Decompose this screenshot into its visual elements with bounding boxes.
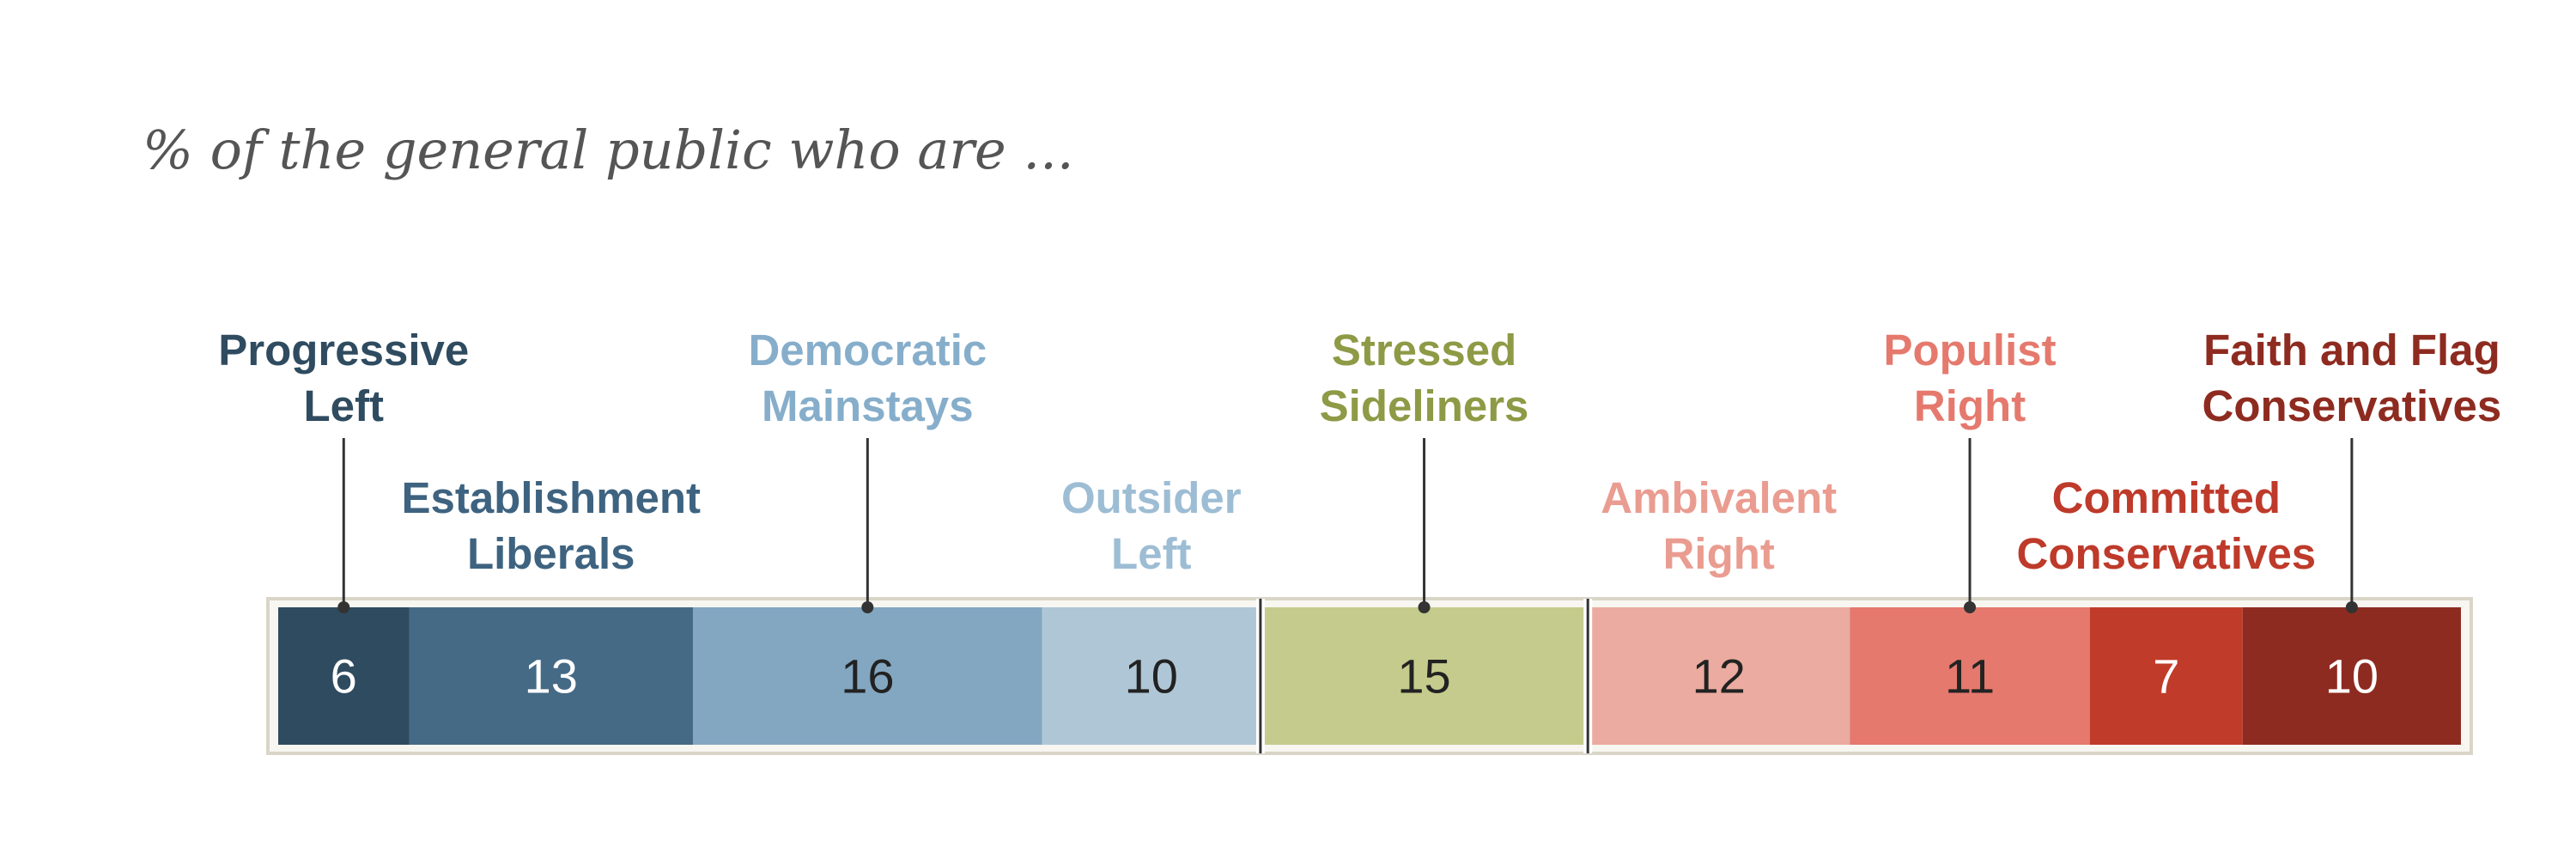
segment-value-outsider-left: 10: [1125, 649, 1178, 704]
segment-ambivalent-right: [1588, 607, 1850, 745]
label-progressive-left-line2: Left: [304, 381, 385, 430]
segment-value-ambivalent-right: 12: [1692, 649, 1746, 704]
label-ambivalent-right-line1: Ambivalent: [1601, 473, 1837, 522]
label-establishment-liberals-line2: Liberals: [467, 529, 635, 578]
leader-dot-stressed-sideliners: [1418, 601, 1431, 613]
segment-value-establishment-liberals: 13: [525, 649, 578, 704]
label-stressed-sideliners-line2: Sideliners: [1320, 381, 1529, 430]
leader-dot-progressive-left: [337, 601, 350, 613]
label-outsider-left-line2: Left: [1111, 529, 1192, 578]
segment-value-committed-conservatives: 7: [2153, 649, 2179, 704]
label-democratic-mainstays-line1: Democratic: [748, 326, 987, 375]
segment-progressive-left: [278, 607, 410, 745]
label-populist-right-line2: Right: [1914, 381, 2026, 430]
label-populist-right-line1: Populist: [1883, 326, 2056, 375]
segment-outsider-left: [1042, 607, 1261, 745]
segment-value-progressive-left: 6: [331, 649, 357, 704]
label-faith-and-flag-conservatives-line1: Faith and Flag: [2203, 326, 2500, 375]
label-faith-and-flag-conservatives-line2: Conservatives: [2202, 381, 2502, 430]
segment-value-faith-and-flag-conservatives: 10: [2325, 649, 2379, 704]
segment-committed-conservatives: [2089, 607, 2243, 745]
label-stressed-sideliners-line1: Stressed: [1332, 326, 1516, 375]
leader-dot-faith-and-flag-conservatives: [2345, 601, 2358, 613]
chart-subtitle: % of the general public who are ...: [143, 119, 1074, 181]
segment-populist-right: [1850, 607, 2090, 745]
segment-establishment-liberals: [409, 607, 693, 745]
segment-faith-and-flag-conservatives: [2242, 607, 2461, 745]
segment-value-populist-right: 11: [1945, 649, 1995, 704]
leader-dot-democratic-mainstays: [861, 601, 874, 613]
label-progressive-left-line1: Progressive: [218, 326, 469, 375]
label-establishment-liberals-line1: Establishment: [401, 473, 701, 522]
leader-dot-populist-right: [1964, 601, 1977, 613]
label-ambivalent-right-line2: Right: [1663, 529, 1775, 578]
segment-value-stressed-sideliners: 15: [1397, 649, 1450, 704]
segment-democratic-mainstays: [692, 607, 1042, 745]
label-democratic-mainstays-line2: Mainstays: [762, 381, 974, 430]
segment-value-democratic-mainstays: 16: [841, 649, 894, 704]
label-committed-conservatives-line2: Conservatives: [2016, 529, 2316, 578]
label-outsider-left-line1: Outsider: [1061, 473, 1242, 522]
label-committed-conservatives-line1: Committed: [2052, 473, 2281, 522]
segment-stressed-sideliners: [1260, 607, 1589, 745]
